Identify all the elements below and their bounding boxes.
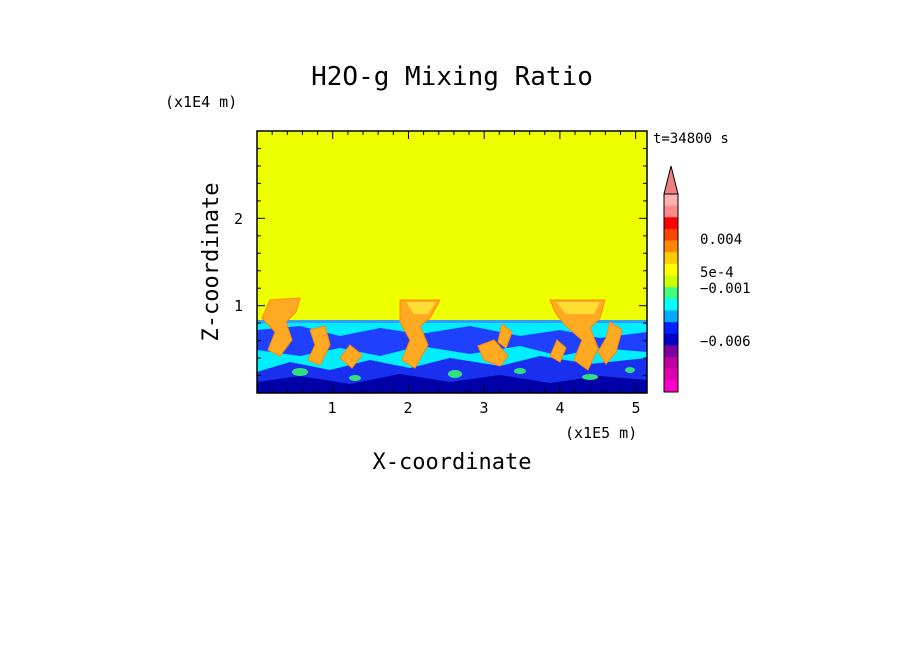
colorbar-label: 0.004 [700, 232, 742, 248]
colorbar-label: 5e-4 [700, 265, 734, 281]
colorbar: 0.004 5e-4 −0.001 −0.006 [663, 165, 751, 393]
x-tick-label: 3 [479, 399, 488, 417]
colorbar-segment [664, 275, 678, 288]
plumes [261, 297, 623, 371]
colorbar-segment [664, 380, 678, 393]
colorbar-segment [664, 298, 678, 311]
x-axis-label: X-coordinate [373, 450, 532, 475]
colorbar-segment [664, 345, 678, 358]
layer-top-edge [257, 320, 647, 323]
colorbar-segment [664, 310, 678, 323]
colorbar-label: −0.001 [700, 281, 751, 297]
x-units-label: (x1E5 m) [565, 424, 637, 442]
x-tick-label: 4 [555, 399, 564, 417]
plot-area [257, 131, 647, 393]
colorbar-label: −0.006 [700, 334, 751, 350]
colorbar-segments [664, 194, 678, 393]
x-tick-label: 1 [327, 399, 336, 417]
colorbar-segment [664, 287, 678, 300]
colorbar-segment [664, 263, 678, 277]
colorbar-segment [664, 205, 678, 218]
x-tick-label: 5 [631, 399, 640, 417]
dark-blue-base [257, 374, 647, 393]
colorbar-segment [664, 228, 678, 242]
colorbar-segment [664, 240, 678, 253]
chart-title: H2O-g Mixing Ratio [311, 62, 593, 92]
colorbar-arrow [663, 165, 679, 195]
plume-caps [406, 302, 600, 314]
colorbar-segment [664, 357, 678, 370]
colorbar-segment [664, 368, 678, 381]
colorbar-segment [664, 194, 678, 207]
colorbar-segment [664, 217, 678, 230]
time-label: t=34800 s [653, 131, 729, 147]
colorbar-segment [664, 252, 678, 265]
colorbar-segment [664, 333, 678, 346]
y-axis-label: Z-coordinate [199, 183, 224, 342]
colorbar-frame [663, 193, 679, 393]
x-tick-label: 2 [403, 399, 412, 417]
y-tick-label: 1 [234, 297, 243, 315]
green-patches [292, 367, 635, 381]
y-tick-label: 2 [234, 210, 243, 228]
plot-frame [256, 130, 648, 394]
axis-ticks [257, 131, 647, 393]
colorbar-segment [664, 322, 678, 335]
y-units-label: (x1E4 m) [165, 93, 237, 111]
